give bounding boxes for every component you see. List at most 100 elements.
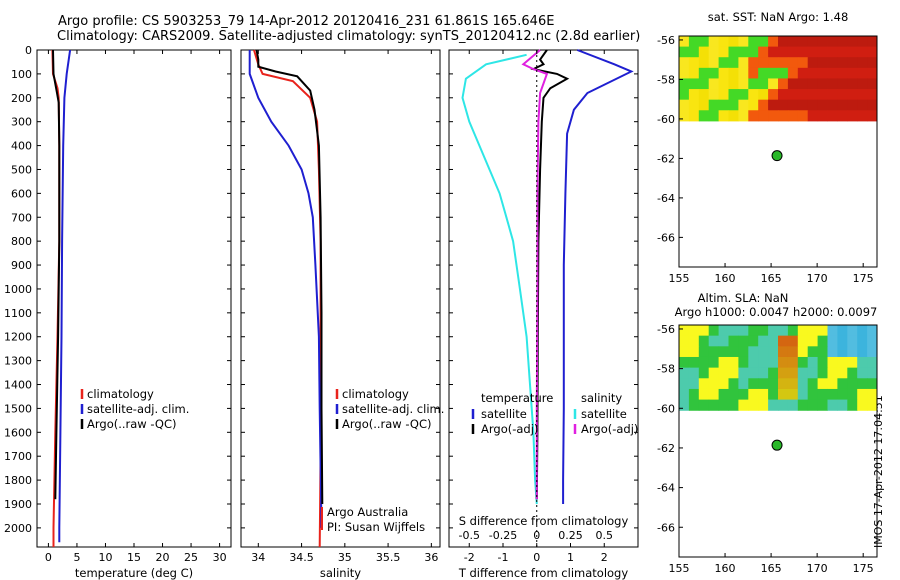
legend-label: satellite bbox=[581, 407, 627, 421]
sla-field-cell bbox=[708, 378, 720, 390]
x-tick-label: -2 bbox=[464, 551, 475, 564]
sst-field-cell bbox=[688, 78, 700, 90]
legend-label: salinity bbox=[581, 391, 622, 405]
sst-field-cell bbox=[698, 46, 710, 58]
sst-field-cell bbox=[758, 46, 769, 58]
y-tick-label: -60 bbox=[657, 113, 675, 126]
sst-field-cell bbox=[857, 89, 868, 101]
sla-field-cell bbox=[748, 388, 759, 401]
sla-field-cell bbox=[778, 367, 789, 379]
header-line2: Climatology: CARS2009. Satellite-adjuste… bbox=[57, 29, 641, 44]
sla-field-cell bbox=[847, 346, 858, 358]
sla-field-cell bbox=[758, 346, 769, 358]
sla-field-cell bbox=[847, 388, 858, 401]
map-title: Altim. SLA: NaN bbox=[698, 291, 789, 305]
sst-field-cell bbox=[817, 78, 828, 90]
sst-field-cell bbox=[728, 46, 739, 58]
sla-field-cell bbox=[679, 325, 690, 337]
y-tick-label: 100 bbox=[11, 68, 32, 81]
sla-field-cell bbox=[787, 367, 799, 379]
sla-field-cell bbox=[698, 399, 710, 411]
y-tick-label: 500 bbox=[11, 163, 32, 176]
sst-field-cell bbox=[718, 46, 729, 58]
sst-field-cell bbox=[718, 89, 729, 101]
sla-field-cell bbox=[728, 378, 739, 390]
sst-field-cell bbox=[807, 78, 819, 90]
sla-field-cell bbox=[758, 325, 769, 337]
sla-field-cell bbox=[837, 388, 848, 401]
sst-field-cell bbox=[827, 78, 838, 90]
x-axis-label-secondary: S difference from climatology bbox=[459, 514, 629, 528]
sla-field-cell bbox=[867, 367, 878, 379]
sst-field-cell bbox=[708, 89, 720, 101]
sst-field-cell bbox=[698, 99, 710, 111]
sla-field-cell bbox=[679, 367, 690, 379]
sst-field-cell bbox=[847, 110, 858, 122]
y-tick-label: 900 bbox=[11, 259, 32, 272]
sla-field-cell bbox=[679, 356, 690, 369]
x-axis-label: salinity bbox=[320, 566, 361, 580]
x-tick-label: 25 bbox=[184, 551, 198, 564]
sst-field-cell bbox=[688, 46, 700, 58]
y-tick-label: 1800 bbox=[4, 474, 32, 487]
x-tick-label: 170 bbox=[807, 562, 828, 575]
sst-field-cell bbox=[787, 78, 799, 90]
sla-field-cell bbox=[797, 378, 809, 390]
y-tick-label: 1200 bbox=[4, 331, 32, 344]
sla-field-cell bbox=[708, 325, 720, 337]
sla-field-cell bbox=[728, 367, 739, 379]
sla-field-cell bbox=[867, 325, 878, 337]
sla-field-cell bbox=[817, 388, 828, 401]
sla-field-cell bbox=[827, 356, 838, 369]
sla-field-cell bbox=[738, 388, 749, 401]
sst-field-cell bbox=[847, 99, 858, 111]
sst-field-cell bbox=[738, 46, 749, 58]
sst-field-cell bbox=[679, 110, 690, 122]
x-tick-label: 2 bbox=[601, 551, 608, 564]
map-title: sat. SST: NaN Argo: 1.48 bbox=[708, 10, 849, 24]
sla-field-cell bbox=[778, 335, 789, 347]
sla-field-cell bbox=[787, 346, 799, 358]
y-tick-label: -60 bbox=[657, 402, 675, 415]
sst-field-cell bbox=[827, 67, 838, 79]
series-line-s_argo bbox=[521, 49, 549, 500]
sla-field-cell bbox=[847, 356, 858, 369]
sla-field-cell bbox=[738, 335, 749, 347]
sla-field-cell bbox=[778, 388, 789, 401]
sst-field-cell bbox=[797, 110, 809, 122]
sst-field-cell bbox=[867, 99, 878, 111]
sla-field-cell bbox=[847, 367, 858, 379]
sla-field-cell bbox=[688, 346, 700, 358]
sst-field-cell bbox=[797, 46, 809, 58]
sst-field-cell bbox=[797, 67, 809, 79]
sla-field-cell bbox=[797, 346, 809, 358]
sla-field-cell bbox=[787, 335, 799, 347]
sst-field-cell bbox=[718, 110, 729, 122]
sst-field-cell bbox=[837, 99, 848, 111]
legend-label: climatology bbox=[87, 387, 154, 401]
sla-field-cell bbox=[748, 325, 759, 337]
sst-field-cell bbox=[698, 78, 710, 90]
x-tick-label: 165 bbox=[761, 272, 782, 285]
legend-label: satellite-adj. clim. bbox=[87, 402, 189, 416]
sla-field-cell bbox=[817, 378, 828, 390]
x-tick-label: -0.5 bbox=[459, 529, 480, 542]
sst-field-cell bbox=[778, 78, 789, 90]
sla-field-cell bbox=[708, 346, 720, 358]
sla-field-cell bbox=[718, 325, 729, 337]
sla-frame bbox=[678, 324, 878, 558]
sla-field-cell bbox=[688, 388, 700, 401]
sst-field-cell bbox=[807, 99, 819, 111]
sst-field-cell bbox=[847, 78, 858, 90]
sla-field-cell bbox=[827, 367, 838, 379]
sst-field-cell bbox=[708, 110, 720, 122]
sla-field-cell bbox=[768, 399, 779, 411]
series-line-t_satellite bbox=[562, 49, 634, 504]
legend-label: temperature bbox=[481, 391, 553, 405]
sla-field-cell bbox=[827, 346, 838, 358]
sst-field-cell bbox=[698, 36, 710, 48]
sla-field-cell bbox=[797, 356, 809, 369]
sst-field-cell bbox=[708, 46, 720, 58]
sla-field-cell bbox=[837, 356, 848, 369]
sst-field-cell bbox=[857, 67, 868, 79]
